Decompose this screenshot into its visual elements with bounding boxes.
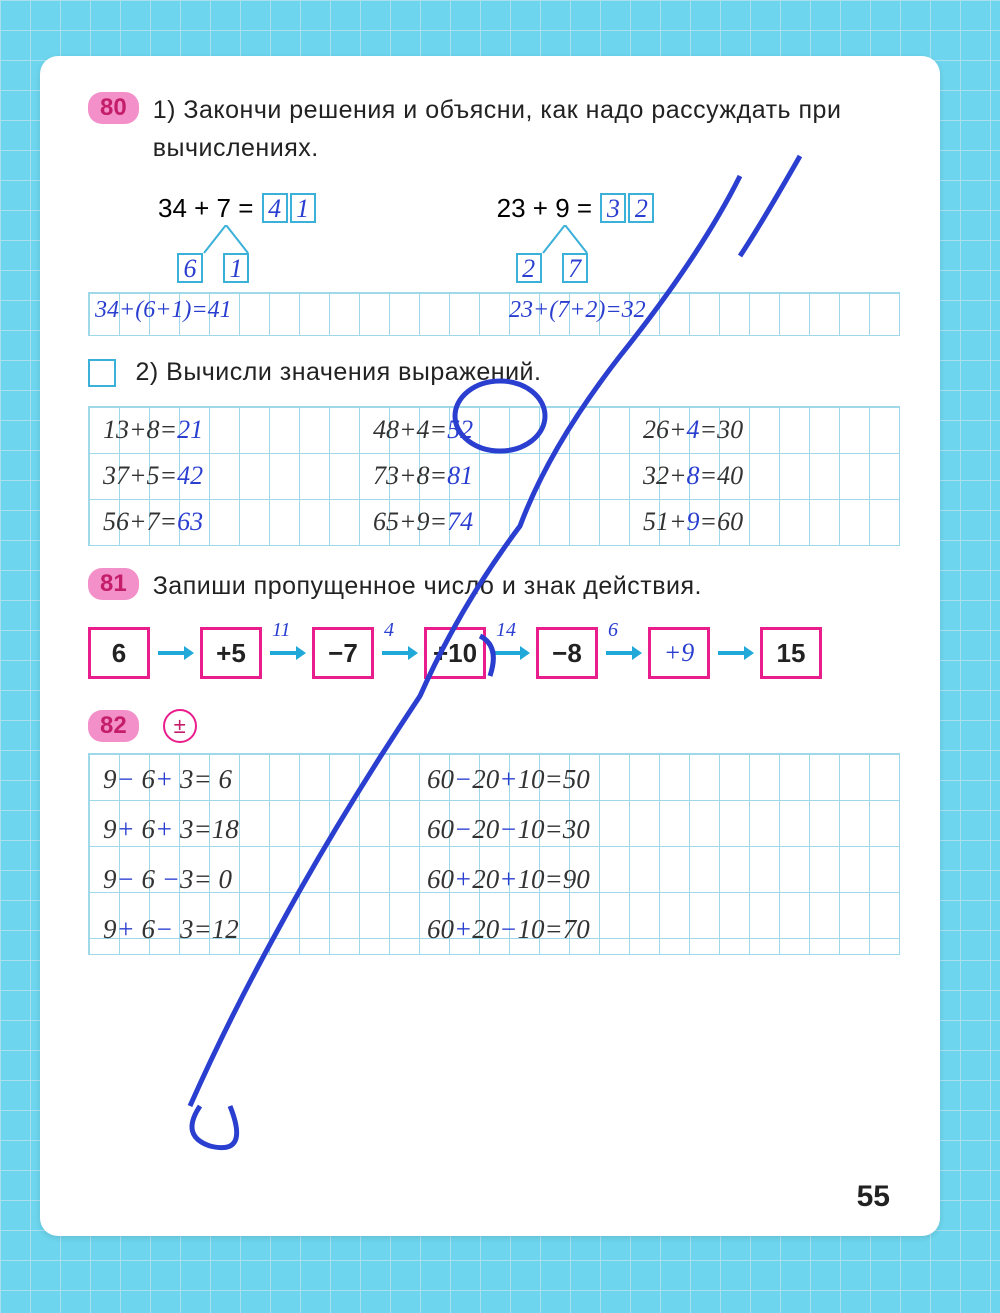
calc-cell: 48+4=52 (359, 415, 629, 445)
calc-row: 37+5=4273+8=8132+8=40 (89, 453, 899, 499)
eqB-ans-digit-1: 3 (600, 193, 626, 223)
eqA-ans-digit-2: 1 (290, 193, 316, 223)
split-lines-a (196, 225, 256, 255)
page-number: 55 (857, 1180, 890, 1214)
task-number-badge: 81 (88, 568, 139, 600)
chain-intermediate: 11 (272, 619, 291, 642)
chain-intermediate: 14 (496, 619, 516, 642)
task-80-part1-text: 1) Закончи решения и объясни, как надо р… (153, 92, 900, 167)
calc-cell: 13+8=21 (89, 415, 359, 445)
calc-row: 13+8=2148+4=5226+4=30 (89, 407, 899, 453)
part1-text: Закончи решения и объясни, как надо расс… (153, 96, 842, 162)
chain-arrow: 4 (380, 643, 418, 663)
calc-cell: 9+ 6+ 3=18 (89, 814, 413, 845)
split-lines-b (535, 225, 595, 255)
calc-cell: 37+5=42 (89, 461, 359, 491)
calc-row: 56+7=6365+9=7451+9=60 (89, 499, 899, 545)
plus-minus-icon: ± (163, 709, 197, 743)
chain-box: +10 (424, 627, 486, 679)
chain-intermediate: 6 (608, 619, 618, 642)
task-80-long-strip: 34+(6+1)=41 23+(7+2)=32 (88, 292, 900, 336)
calc-cell: 9− 6+ 3= 6 (89, 764, 413, 795)
chain-box: +5 (200, 627, 262, 679)
chain-arrow: 11 (268, 643, 306, 663)
eqA-long: 34+(6+1)=41 (95, 297, 232, 324)
calc-cell: 32+8=40 (629, 461, 899, 491)
task-80-header: 80 1) Закончи решения и объясни, как над… (88, 92, 900, 167)
eqA-split-2: 1 (223, 253, 249, 283)
calc-row: 9− 6+ 3= 660−20+10=50 (89, 754, 899, 804)
workbook-page: 80 1) Закончи решения и объясни, как над… (40, 56, 940, 1236)
calc-cell: 60+20−10=70 (413, 914, 899, 945)
chain-box: −8 (536, 627, 598, 679)
calc-cell: 60−20+10=50 (413, 764, 899, 795)
chain-box: 6 (88, 627, 150, 679)
chain-arrow (716, 643, 754, 663)
chain-box: −7 (312, 627, 374, 679)
part2-label: 2) (135, 358, 158, 386)
task-82-header: 82 ± (88, 709, 900, 743)
equation-a: 34 + 7 = 41 6 1 (158, 193, 317, 224)
calc-cell: 60−20−10=30 (413, 814, 899, 845)
eqB-split-2: 7 (562, 253, 588, 283)
eqA-split-1: 6 (177, 253, 203, 283)
task-80-calc-grid: 13+8=2148+4=5226+4=3037+5=4273+8=8132+8=… (88, 406, 900, 546)
calc-cell: 73+8=81 (359, 461, 629, 491)
operation-chain: 6 +5 11 −7 4 +10 14 −8 6 +9 15 (88, 627, 900, 679)
calc-cell: 26+4=30 (629, 415, 899, 445)
eqB-split-1: 2 (516, 253, 542, 283)
eqB-lhs: 23 + 9 = (497, 193, 592, 223)
calc-cell: 9− 6 −3= 0 (89, 864, 413, 895)
chain-box: 15 (760, 627, 822, 679)
chain-box: +9 (648, 627, 710, 679)
task-80-part2: 2) Вычисли значения выражений. (88, 354, 900, 392)
eqA-ans-digit-1: 4 (262, 193, 288, 223)
calc-row: 9− 6 −3= 060+20+10=90 (89, 854, 899, 904)
chain-arrow: 6 (604, 643, 642, 663)
task-81-text: Запиши пропущенное число и знак действия… (153, 568, 702, 606)
eqB-ans-digit-2: 2 (628, 193, 654, 223)
split-boxes-b: 2 7 (515, 253, 589, 283)
eqA-lhs: 34 + 7 = (158, 193, 253, 223)
task-82-calc-grid: 9− 6+ 3= 660−20+10=509+ 6+ 3=1860−20−10=… (88, 753, 900, 955)
calc-cell: 60+20+10=90 (413, 864, 899, 895)
eqB-long: 23+(7+2)=32 (509, 297, 646, 324)
checkbox-icon (88, 359, 116, 387)
chain-arrow: 14 (492, 643, 530, 663)
equation-b: 23 + 9 = 32 2 7 (497, 193, 656, 224)
calc-cell: 65+9=74 (359, 507, 629, 537)
task-80-equations: 34 + 7 = 41 6 1 23 + 9 = 32 2 7 (158, 193, 900, 224)
part2-text: Вычисли значения выражений. (166, 358, 541, 386)
calc-row: 9+ 6− 3=1260+20−10=70 (89, 904, 899, 954)
chain-intermediate: 4 (384, 619, 394, 642)
part1-label: 1) (153, 96, 176, 124)
chain-arrow (156, 643, 194, 663)
task-number-badge: 80 (88, 92, 139, 124)
calc-row: 9+ 6+ 3=1860−20−10=30 (89, 804, 899, 854)
task-81-header: 81 Запиши пропущенное число и знак дейст… (88, 568, 900, 606)
calc-cell: 9+ 6− 3=12 (89, 914, 413, 945)
split-boxes-a: 6 1 (176, 253, 250, 283)
task-number-badge: 82 (88, 710, 139, 742)
calc-cell: 51+9=60 (629, 507, 899, 537)
calc-cell: 56+7=63 (89, 507, 359, 537)
